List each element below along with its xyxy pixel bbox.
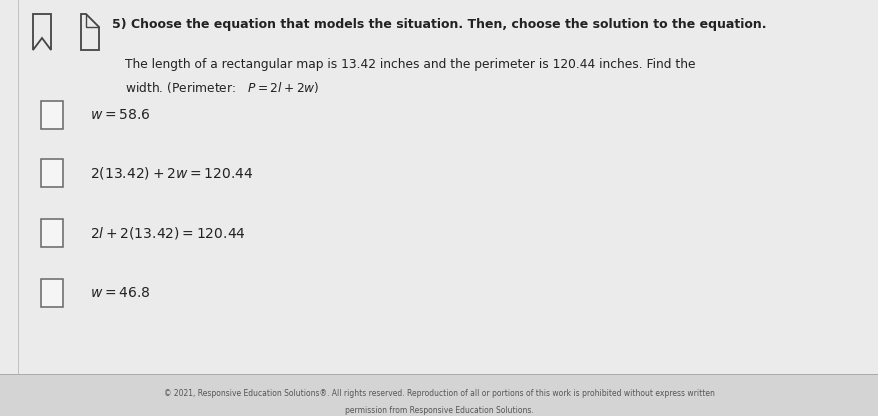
- Text: $w = 58.6$: $w = 58.6$: [90, 108, 150, 122]
- Bar: [41, 101, 63, 129]
- Text: $2l + 2(13.42) = 120.44$: $2l + 2(13.42) = 120.44$: [90, 225, 246, 241]
- Bar: [41, 279, 63, 307]
- Bar: [41, 159, 63, 187]
- Text: $2(13.42) + 2w = 120.44$: $2(13.42) + 2w = 120.44$: [90, 165, 253, 181]
- Text: © 2021, Responsive Education Solutions®. All rights reserved. Reproduction of al: © 2021, Responsive Education Solutions®.…: [164, 389, 714, 398]
- Text: 5) Choose the equation that models the situation. Then, choose the solution to t: 5) Choose the equation that models the s…: [112, 18, 766, 31]
- Bar: [41, 219, 63, 247]
- Text: $w = 46.8$: $w = 46.8$: [90, 286, 150, 300]
- Bar: [0, 0, 878, 374]
- Text: The length of a rectangular map is 13.42 inches and the perimeter is 120.44 inch: The length of a rectangular map is 13.42…: [125, 58, 694, 71]
- Text: width. (Perimeter:   $P = 2l + 2w$): width. (Perimeter: $P = 2l + 2w$): [125, 80, 319, 95]
- Text: permission from Responsive Education Solutions.: permission from Responsive Education Sol…: [345, 406, 533, 415]
- Bar: [0, 374, 878, 416]
